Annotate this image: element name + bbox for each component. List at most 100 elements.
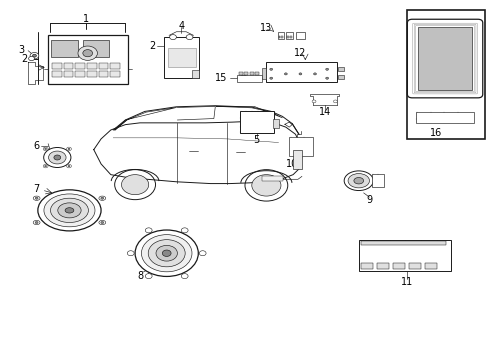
Ellipse shape [65,208,74,213]
FancyBboxPatch shape [63,63,73,69]
FancyBboxPatch shape [63,71,73,77]
FancyBboxPatch shape [167,48,196,67]
FancyBboxPatch shape [110,63,120,69]
Text: LEXUS: LEXUS [170,55,193,60]
Text: 2: 2 [149,41,155,51]
FancyBboxPatch shape [266,62,336,82]
Circle shape [66,147,71,151]
FancyBboxPatch shape [255,72,259,75]
Circle shape [156,246,177,261]
Circle shape [121,175,148,195]
FancyBboxPatch shape [292,150,301,168]
Ellipse shape [44,194,95,227]
Circle shape [313,73,316,75]
Circle shape [145,274,152,279]
FancyBboxPatch shape [425,263,436,269]
Circle shape [298,73,301,75]
FancyBboxPatch shape [278,36,280,38]
Circle shape [68,148,70,150]
FancyBboxPatch shape [261,68,266,79]
FancyBboxPatch shape [361,263,372,269]
Circle shape [44,165,46,167]
FancyBboxPatch shape [237,75,261,82]
Circle shape [54,155,61,160]
Text: 7: 7 [33,184,40,194]
Circle shape [244,170,287,201]
Circle shape [311,100,315,103]
FancyBboxPatch shape [289,36,291,38]
Text: 8: 8 [137,271,142,281]
Ellipse shape [344,171,372,190]
FancyBboxPatch shape [287,36,288,38]
FancyBboxPatch shape [281,36,283,38]
Circle shape [101,221,103,224]
Circle shape [181,274,188,279]
FancyBboxPatch shape [47,35,127,84]
FancyBboxPatch shape [286,32,292,39]
Ellipse shape [50,198,88,222]
Circle shape [181,228,188,233]
Circle shape [325,68,328,70]
FancyBboxPatch shape [82,40,109,57]
FancyBboxPatch shape [392,263,404,269]
Circle shape [251,175,281,196]
Circle shape [82,50,92,57]
Text: 10: 10 [285,159,298,169]
Circle shape [199,251,205,256]
FancyBboxPatch shape [239,72,243,75]
Circle shape [30,53,39,59]
Ellipse shape [38,190,101,231]
Circle shape [115,170,155,200]
Text: 14: 14 [318,107,330,117]
Circle shape [284,73,287,75]
Ellipse shape [353,177,363,184]
FancyBboxPatch shape [408,263,420,269]
Text: 4: 4 [178,21,184,31]
Circle shape [43,164,48,168]
Circle shape [135,230,198,276]
Circle shape [148,240,185,267]
FancyBboxPatch shape [249,72,253,75]
Text: 6: 6 [33,141,40,151]
FancyBboxPatch shape [371,174,383,187]
Ellipse shape [33,196,40,201]
FancyBboxPatch shape [164,37,199,78]
Text: 9: 9 [366,195,372,204]
Text: 12: 12 [294,48,306,58]
FancyBboxPatch shape [277,32,284,39]
Ellipse shape [58,203,81,218]
FancyBboxPatch shape [75,71,85,77]
FancyBboxPatch shape [51,40,78,57]
Circle shape [145,228,152,233]
FancyBboxPatch shape [192,70,199,78]
Text: 3: 3 [19,45,25,55]
Circle shape [101,197,103,199]
FancyBboxPatch shape [407,19,482,98]
FancyBboxPatch shape [87,71,97,77]
Circle shape [169,35,176,40]
FancyBboxPatch shape [288,137,312,156]
FancyBboxPatch shape [376,263,388,269]
FancyBboxPatch shape [415,112,473,123]
Circle shape [43,147,48,151]
FancyBboxPatch shape [261,176,283,181]
Ellipse shape [99,220,105,225]
Circle shape [162,250,171,256]
Circle shape [48,151,66,164]
Circle shape [269,77,272,79]
FancyBboxPatch shape [52,71,61,77]
Circle shape [44,148,46,150]
FancyBboxPatch shape [361,242,446,245]
FancyBboxPatch shape [99,71,108,77]
FancyBboxPatch shape [407,10,484,139]
Circle shape [186,35,193,40]
FancyBboxPatch shape [110,71,120,77]
Circle shape [141,235,192,272]
Circle shape [333,100,337,103]
Text: 13: 13 [260,23,272,33]
FancyBboxPatch shape [75,63,85,69]
FancyBboxPatch shape [272,119,278,128]
FancyBboxPatch shape [337,67,343,71]
Ellipse shape [33,220,40,225]
Circle shape [35,197,38,199]
